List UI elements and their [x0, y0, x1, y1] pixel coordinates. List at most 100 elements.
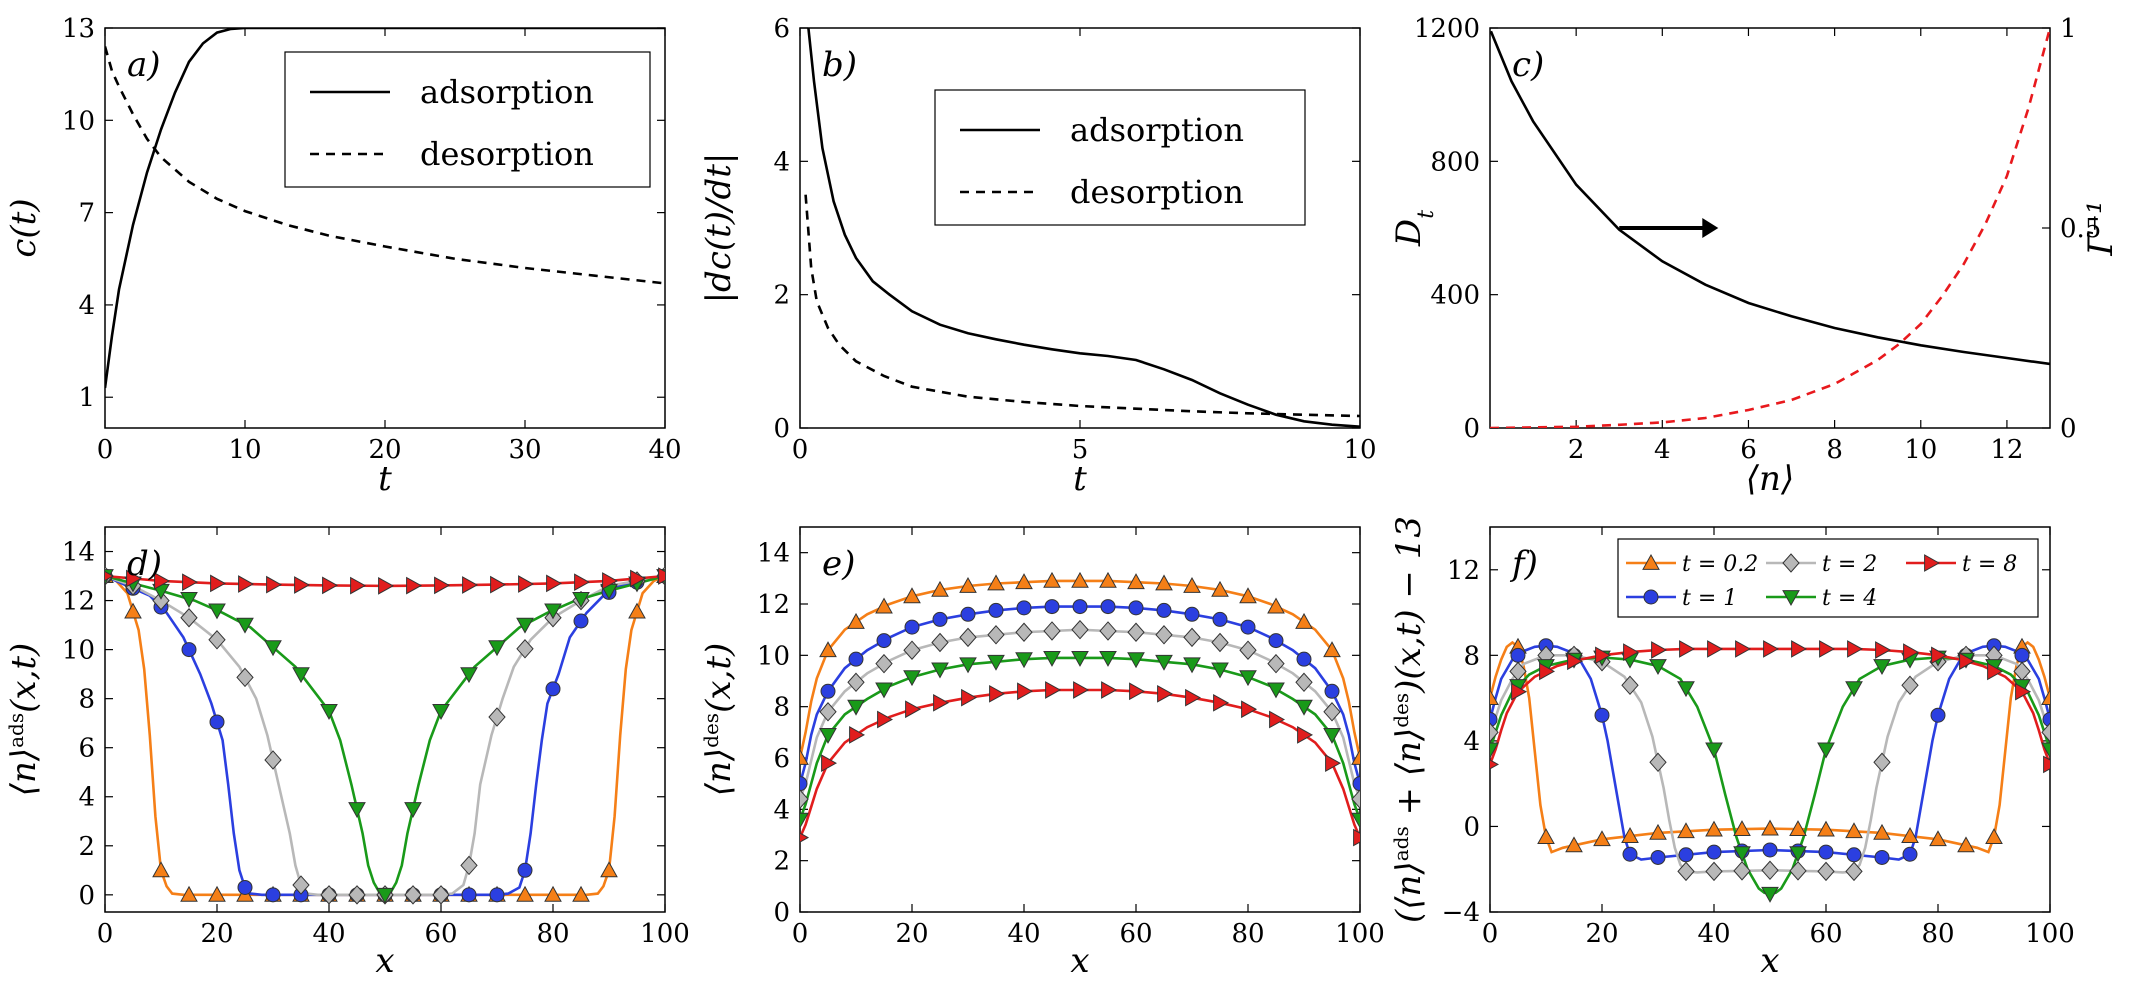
panel-e-marker-4 [1241, 700, 1258, 719]
panel-f-marker-0 [1705, 820, 1723, 837]
panel-e-marker-1 [932, 611, 948, 627]
panel-c-arrow-head [1702, 218, 1719, 238]
panel-e-plot-area [800, 571, 1360, 847]
panel-d-letter: d) [127, 544, 162, 584]
panel-f-xtick-label: 0 [1482, 919, 1499, 949]
panel-e-marker-2 [1071, 619, 1089, 640]
panel-e-series-line-4 [800, 688, 1360, 839]
panel-e-marker-3 [1211, 662, 1229, 679]
panel-c-ylabel: Dt [1389, 210, 1439, 247]
panel-f-marker-3 [1490, 742, 1499, 759]
panel-d-marker-4 [574, 573, 591, 592]
panel-e-marker-1 [1044, 599, 1060, 615]
panel-f-ytick-label: 0 [1463, 812, 1480, 842]
panel-f-marker-1 [1818, 844, 1834, 860]
panel-d-ytick-label: 14 [62, 538, 95, 568]
panel-f-marker-0 [1677, 822, 1695, 839]
panel-f-marker-3 [1761, 886, 1779, 903]
panel-a-xtick-label: 20 [368, 435, 401, 465]
panel-e-marker-0 [903, 587, 921, 604]
panel-e-marker-1 [820, 683, 836, 699]
panel-d-frame [104, 526, 666, 913]
panel-e-marker-2 [1323, 702, 1341, 722]
panel-f-marker-1 [1902, 846, 1918, 862]
panel-e-marker-4 [1185, 688, 1202, 707]
panel-f-marker-1 [2014, 647, 2030, 663]
panel-d-marker-4 [462, 576, 479, 594]
panel-e-marker-2 [1043, 621, 1061, 641]
panel-d-marker-4 [238, 575, 255, 593]
panel-f-marker-4 [2043, 755, 2050, 774]
panel-f-marker-2 [1873, 752, 1891, 773]
panel-d-marker-4 [266, 575, 283, 594]
panel-f-marker-3 [2041, 742, 2050, 759]
panel-f-ytick-label: 8 [1463, 641, 1480, 671]
panel-e-xtick-label: 20 [895, 919, 928, 949]
panel-e-marker-1 [1352, 776, 1360, 792]
panel-d-marker-2 [180, 607, 198, 628]
panel-e-marker-0 [1155, 574, 1173, 591]
panel-e-marker-4 [989, 684, 1006, 703]
panel-e-marker-0 [1323, 641, 1341, 658]
panel-b-ytick-label: 6 [773, 14, 790, 44]
panel-e-marker-3 [1043, 651, 1061, 667]
panel-b-ylabel: |dc(t)/dt| [699, 153, 739, 304]
panel-f-marker-1 [1594, 707, 1610, 723]
panel-f-marker-0 [1621, 827, 1639, 843]
panel-e-marker-0 [800, 748, 809, 765]
panel-e-marker-3 [931, 662, 949, 679]
panel-b: 0 5 10 0 2 4 6 t |dc(t)/dt| b) adsorption desorptio… [699, 14, 1377, 499]
panel-a-ytick-label: 1 [78, 383, 95, 413]
panel-d-marker-2 [236, 667, 254, 688]
panel-e-marker-0 [1127, 573, 1145, 590]
panel-e-marker-0 [847, 612, 865, 629]
panel-e-marker-2 [931, 632, 949, 653]
panel-b-legend-label-1: desorption [1070, 173, 1244, 211]
panel-e-marker-2 [1295, 672, 1313, 693]
panel-d-marker-3 [348, 802, 366, 819]
panel-b-xtick-label: 10 [1343, 435, 1376, 465]
panel-f-marker-0 [1929, 830, 1947, 847]
panel-d-marker-2 [264, 750, 282, 770]
panel-d-marker-1 [181, 642, 197, 658]
panel-e-marker-2 [1015, 622, 1033, 642]
panel-e-marker-1 [876, 633, 892, 649]
panel-a-series-line-1 [105, 46, 665, 285]
panel-c-ytick-right-label: 0 [2060, 414, 2077, 444]
panel-d-marker-2 [516, 639, 534, 659]
panel-f-marker-4 [1763, 640, 1780, 658]
panel-f-marker-4 [1791, 640, 1808, 658]
panel-d-marker-4 [602, 572, 619, 590]
panel-f-marker-1 [1930, 707, 1946, 723]
panel-f-legend-marker-0 [1642, 553, 1660, 570]
panel-e-marker-1 [1100, 599, 1116, 615]
panel-b-ytick-label: 2 [773, 281, 790, 311]
panel-f-marker-2 [1649, 752, 1667, 773]
panel-e-marker-3 [800, 812, 809, 829]
panel-f-marker-1 [1706, 844, 1722, 860]
panel-e-ytick-label: 2 [773, 847, 790, 877]
panel-d-marker-2 [488, 707, 506, 727]
panel-e-marker-1 [1016, 600, 1032, 616]
panel-f-letter: f) [1509, 544, 1538, 584]
panel-c-series-line-0 [1490, 30, 2050, 366]
panel-e-marker-1 [1128, 600, 1144, 616]
panel-d-ylabel: ⟨n⟩ads(x,t) [4, 643, 44, 797]
panel-e-marker-4 [1353, 828, 1360, 847]
panel-e-marker-4 [1017, 682, 1034, 701]
panel-d-marker-4 [105, 571, 115, 582]
panel-e-marker-1 [960, 606, 976, 622]
panel-e-marker-3 [1267, 682, 1285, 699]
panel-d-marker-1 [517, 862, 533, 878]
panel-b-plot-area [804, 28, 1360, 428]
panel-d-marker-2 [320, 885, 338, 905]
panel-f-marker-3 [1789, 846, 1807, 863]
panel-e-ylabel: ⟨n⟩des(x,t) [699, 643, 739, 797]
panel-b-series-line-1 [804, 194, 1360, 418]
panel-a-series-line-0 [105, 28, 665, 389]
panel-d-marker-1 [461, 887, 477, 903]
panel-f-marker-2 [1901, 675, 1919, 696]
panel-f-marker-3 [1705, 742, 1723, 759]
panel-e-marker-3 [1239, 670, 1257, 687]
panel-f-marker-1 [1678, 847, 1694, 863]
